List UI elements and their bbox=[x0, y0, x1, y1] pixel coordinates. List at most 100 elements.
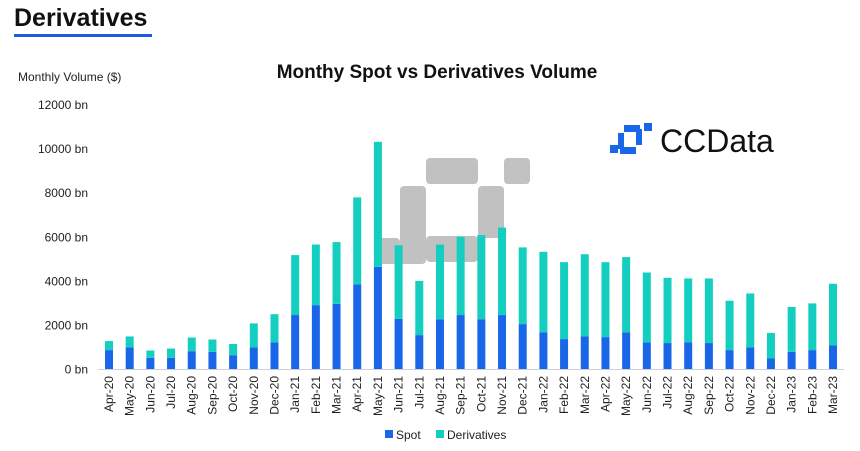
bar-spot-Dec-22 bbox=[766, 358, 775, 370]
x-tick-label: Jan-21 bbox=[288, 376, 302, 413]
x-tick-label: May-22 bbox=[619, 376, 633, 416]
x-tick-label: Dec-21 bbox=[516, 376, 530, 415]
bar-derivatives-Jul-22 bbox=[663, 277, 672, 344]
bar-derivatives-Aug-20 bbox=[187, 337, 196, 352]
bar-spot-Mar-22 bbox=[580, 336, 589, 370]
x-tick-label: May-20 bbox=[123, 376, 137, 416]
bar-spot-Jan-22 bbox=[539, 332, 548, 370]
ccdata-logo: CCData bbox=[610, 123, 774, 159]
heading-underline bbox=[14, 34, 152, 37]
bar-spot-Dec-20 bbox=[270, 342, 279, 370]
bar-derivatives-Jul-20 bbox=[167, 348, 176, 358]
bar-spot-Apr-20 bbox=[105, 350, 113, 370]
x-tick-label: Jul-20 bbox=[164, 376, 178, 409]
bar-derivatives-May-22 bbox=[622, 257, 631, 333]
bar-derivatives-Jan-21 bbox=[291, 255, 300, 316]
x-tick-label: Oct-21 bbox=[474, 376, 488, 412]
bar-derivatives-Jun-20 bbox=[146, 350, 155, 358]
bar-spot-Feb-21 bbox=[311, 305, 320, 370]
bar-derivatives-Apr-21 bbox=[353, 197, 362, 285]
legend-label-derivatives: Derivatives bbox=[447, 428, 506, 442]
bar-spot-Jun-21 bbox=[394, 318, 403, 370]
bar-derivatives-Oct-20 bbox=[229, 343, 238, 356]
bar-derivatives-Dec-21 bbox=[518, 247, 527, 325]
bar-spot-Jun-22 bbox=[642, 342, 651, 370]
x-tick-label: Feb-21 bbox=[309, 376, 323, 414]
bar-derivatives-Apr-22 bbox=[601, 262, 610, 338]
y-tick-label: 4000 bn bbox=[45, 274, 88, 288]
bar-derivatives-Oct-22 bbox=[725, 300, 734, 351]
bar-spot-Jan-21 bbox=[291, 315, 300, 370]
bar-derivatives-May-20 bbox=[125, 336, 134, 348]
bar-spot-Jan-23 bbox=[787, 351, 796, 370]
bar-derivatives-Jul-21 bbox=[415, 280, 424, 336]
bar-spot-Aug-22 bbox=[684, 342, 693, 370]
x-tick-label: Oct-20 bbox=[226, 376, 240, 412]
bar-spot-May-21 bbox=[373, 266, 382, 370]
bar-spot-Oct-20 bbox=[229, 355, 238, 370]
bar-derivatives-Nov-20 bbox=[249, 323, 258, 348]
bar-derivatives-Aug-21 bbox=[435, 244, 444, 320]
bar-derivatives-Sep-21 bbox=[456, 236, 465, 316]
bar-derivatives-Sep-22 bbox=[704, 278, 713, 344]
bar-derivatives-Jun-21 bbox=[394, 245, 403, 319]
bar-spot-Feb-22 bbox=[560, 339, 569, 370]
x-tick-label: Nov-22 bbox=[743, 376, 757, 415]
bar-derivatives-Feb-22 bbox=[560, 262, 569, 340]
bar-spot-May-22 bbox=[622, 332, 631, 370]
y-tick-label: 2000 bn bbox=[45, 318, 88, 332]
x-tick-label: Sep-22 bbox=[702, 376, 716, 415]
bar-spot-Apr-22 bbox=[601, 337, 610, 370]
bar-derivatives-Jun-22 bbox=[642, 272, 651, 343]
x-tick-label: Jun-22 bbox=[640, 376, 654, 413]
bar-spot-Oct-22 bbox=[725, 350, 734, 370]
bar-derivatives-Dec-20 bbox=[270, 314, 279, 343]
x-tick-label: Apr-22 bbox=[598, 376, 612, 412]
bar-spot-Sep-21 bbox=[456, 315, 465, 370]
x-tick-label: Jul-22 bbox=[661, 376, 675, 409]
bar-spot-Mar-23 bbox=[829, 345, 837, 370]
y-tick-label: 8000 bn bbox=[45, 186, 88, 200]
x-tick-label: Sep-20 bbox=[205, 376, 219, 415]
bar-derivatives-Jan-23 bbox=[787, 306, 796, 352]
bar-spot-Aug-20 bbox=[187, 351, 196, 370]
x-tick-label: Jun-21 bbox=[392, 376, 406, 413]
bar-derivatives-Nov-22 bbox=[746, 293, 755, 348]
x-tick-label: Mar-21 bbox=[330, 376, 344, 414]
x-tick-label: Jul-21 bbox=[412, 376, 426, 409]
legend: Spot Derivatives bbox=[385, 428, 506, 442]
x-tick-label: Dec-22 bbox=[764, 376, 778, 415]
x-tick-label: Jan-23 bbox=[785, 376, 799, 413]
bar-spot-Feb-23 bbox=[808, 350, 817, 370]
bar-derivatives-Aug-22 bbox=[684, 278, 693, 343]
bar-spot-Nov-22 bbox=[746, 347, 755, 370]
bar-spot-Apr-21 bbox=[353, 284, 362, 370]
x-tick-label: Sep-21 bbox=[454, 376, 468, 415]
x-tick-label: May-21 bbox=[371, 376, 385, 416]
x-tick-label: Apr-20 bbox=[102, 376, 116, 412]
watermark-logo bbox=[374, 158, 530, 264]
x-tick-label: Mar-23 bbox=[826, 376, 840, 414]
ccdata-logo-icon bbox=[610, 123, 652, 154]
bar-derivatives-Mar-21 bbox=[332, 242, 341, 304]
bar-derivatives-Nov-21 bbox=[498, 227, 507, 316]
legend-swatch-spot bbox=[385, 430, 393, 438]
y-tick-label: 6000 bn bbox=[45, 230, 88, 244]
x-tick-label: Dec-20 bbox=[267, 376, 281, 415]
bar-spot-Mar-21 bbox=[332, 303, 341, 370]
bar-derivatives-Oct-21 bbox=[477, 235, 486, 320]
bar-derivatives-Feb-21 bbox=[311, 244, 320, 306]
y-tick-label: 10000 bn bbox=[38, 142, 88, 156]
bar-spot-Jun-20 bbox=[146, 357, 155, 370]
bar-derivatives-Apr-20 bbox=[105, 341, 113, 351]
bar-derivatives-Jan-22 bbox=[539, 251, 548, 333]
bar-spot-Aug-21 bbox=[435, 319, 444, 370]
y-tick-label: 12000 bn bbox=[38, 98, 88, 112]
bar-derivatives-Dec-22 bbox=[766, 332, 775, 359]
x-tick-label: Aug-20 bbox=[185, 376, 199, 415]
bar-spot-May-20 bbox=[125, 347, 134, 370]
x-tick-label: Nov-21 bbox=[495, 376, 509, 415]
x-tick-label: Apr-21 bbox=[350, 376, 364, 412]
